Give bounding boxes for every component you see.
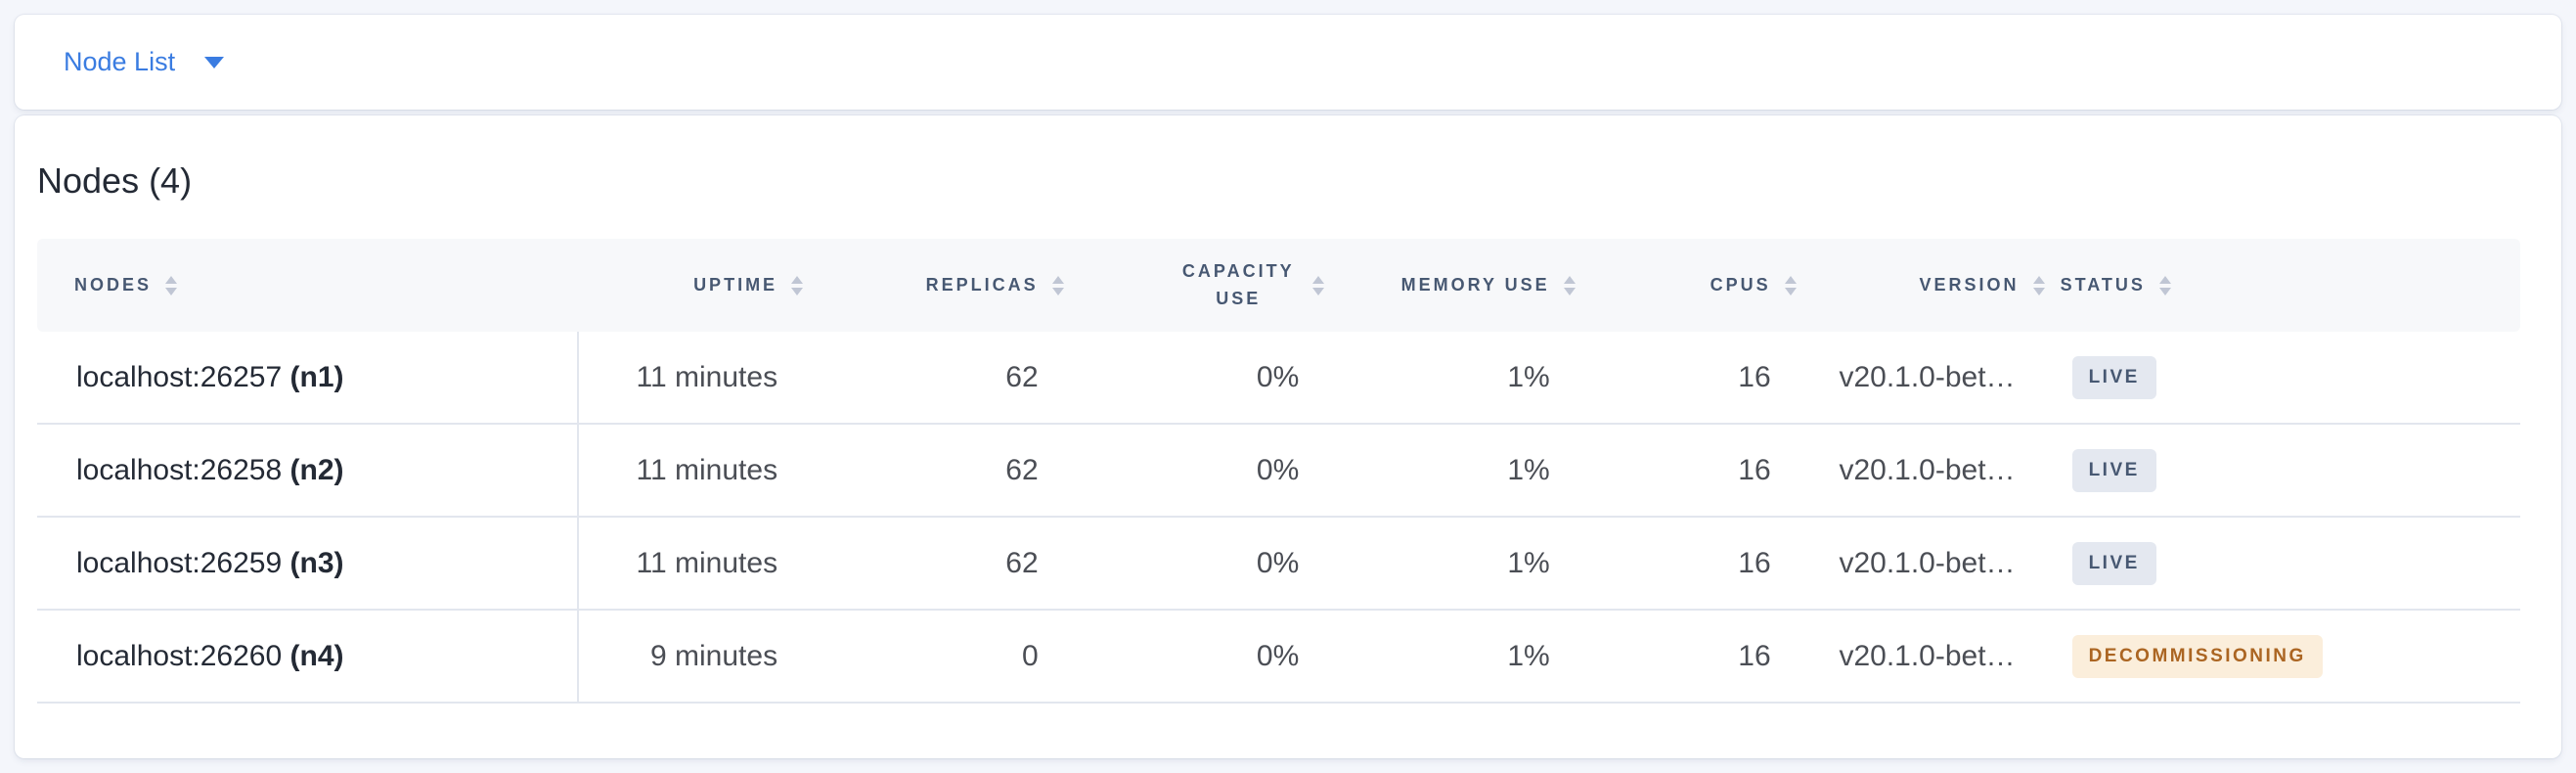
cpus-cell: 16 — [1578, 332, 1800, 425]
memory-use-cell: 1% — [1328, 611, 1579, 704]
node-address-cell: localhost:26257 (n1) — [37, 332, 579, 425]
capacity-use-cell: 0% — [1067, 611, 1329, 704]
sort-icon — [2032, 275, 2045, 296]
status-cell: LIVE — [2048, 518, 2520, 611]
table-row-node-1[interactable]: localhost:26257 (n1) 11 minutes 62 0% 1%… — [37, 332, 2520, 425]
memory-use-cell: 1% — [1328, 332, 1579, 425]
capacity-use-cell: 0% — [1067, 332, 1329, 425]
node-address-cell: localhost:26259 (n3) — [37, 518, 579, 611]
status-cell: DECOMMISSIONING — [2048, 611, 2520, 704]
replicas-cell: 0 — [807, 611, 1068, 704]
status-badge: LIVE — [2071, 541, 2156, 585]
replicas-cell: 62 — [807, 425, 1068, 518]
col-header-status[interactable]: STATUS — [2048, 239, 2520, 332]
view-selector-label: Node List — [64, 47, 176, 76]
node-id: (n3) — [289, 546, 344, 579]
replicas-cell: 62 — [807, 518, 1068, 611]
status-cell: LIVE — [2048, 332, 2520, 425]
node-address-cell: localhost:26260 (n4) — [37, 611, 579, 704]
node-id: (n4) — [289, 639, 344, 672]
col-header-uptime[interactable]: UPTIME — [578, 239, 808, 332]
col-header-memory-use[interactable]: MEMORY USE — [1328, 239, 1579, 332]
uptime-cell: 9 minutes — [578, 611, 808, 704]
uptime-cell: 11 minutes — [578, 425, 808, 518]
sort-icon — [165, 275, 178, 296]
table-row-node-2[interactable]: localhost:26258 (n2) 11 minutes 62 0% 1%… — [37, 425, 2520, 518]
sort-icon — [1312, 275, 1325, 296]
version-cell: v20.1.0-bet… — [1799, 425, 2049, 518]
cpus-cell: 16 — [1578, 518, 1800, 611]
status-cell: LIVE — [2048, 425, 2520, 518]
node-id: (n2) — [289, 453, 344, 486]
memory-use-cell: 1% — [1328, 518, 1579, 611]
col-header-nodes[interactable]: NODES — [37, 239, 579, 332]
view-selector-dropdown[interactable]: Node List — [64, 47, 225, 77]
sort-icon — [2158, 275, 2171, 296]
uptime-cell: 11 minutes — [578, 518, 808, 611]
col-header-capacity-use[interactable]: CAPACITY USE — [1067, 239, 1329, 332]
memory-use-cell: 1% — [1328, 425, 1579, 518]
status-badge: DECOMMISSIONING — [2071, 634, 2323, 678]
version-cell: v20.1.0-bet… — [1799, 332, 2049, 425]
node-address-cell: localhost:26258 (n2) — [37, 425, 579, 518]
status-badge: LIVE — [2071, 448, 2156, 492]
table-row-node-3[interactable]: localhost:26259 (n3) 11 minutes 62 0% 1%… — [37, 518, 2520, 611]
version-cell: v20.1.0-bet… — [1799, 611, 2049, 704]
cpus-cell: 16 — [1578, 611, 1800, 704]
table-header-row: NODES UPTIME REPLICAS — [37, 239, 2520, 332]
col-header-replicas[interactable]: REPLICAS — [807, 239, 1068, 332]
sort-icon — [791, 275, 804, 296]
capacity-use-cell: 0% — [1067, 425, 1329, 518]
sort-icon — [1784, 275, 1797, 296]
capacity-use-cell: 0% — [1067, 518, 1329, 611]
node-list-table: NODES UPTIME REPLICAS — [37, 239, 2520, 704]
sort-icon — [1051, 275, 1064, 296]
replicas-cell: 62 — [807, 332, 1068, 425]
table-row-node-4[interactable]: localhost:26260 (n4) 9 minutes 0 0% 1% 1… — [37, 611, 2520, 704]
sort-icon — [1563, 275, 1576, 296]
page-header-bar: Node List — [15, 15, 2561, 110]
status-badge: LIVE — [2071, 355, 2156, 399]
page-title: Nodes (4) — [37, 160, 193, 201]
node-id: (n1) — [289, 360, 344, 393]
col-header-version[interactable]: VERSION — [1799, 239, 2049, 332]
col-header-cpus[interactable]: CPUS — [1578, 239, 1800, 332]
cpus-cell: 16 — [1578, 425, 1800, 518]
chevron-down-icon — [204, 56, 225, 68]
uptime-cell: 11 minutes — [578, 332, 808, 425]
nodes-card: Nodes (4) NODES UPTIME — [15, 115, 2561, 758]
version-cell: v20.1.0-bet… — [1799, 518, 2049, 611]
